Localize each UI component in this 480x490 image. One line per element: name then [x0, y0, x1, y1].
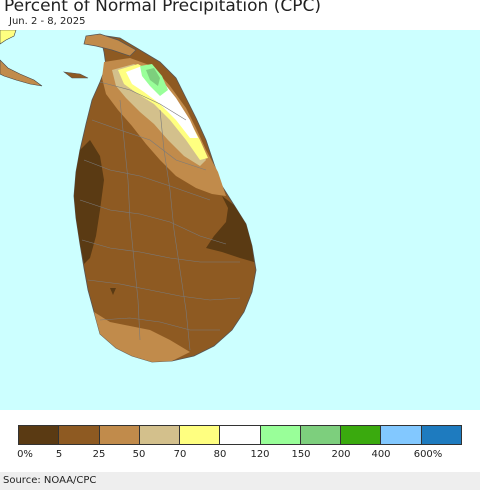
- india-coast: [0, 29, 17, 45]
- legend-swatch-400-600: [381, 426, 422, 444]
- legend-label: 150: [291, 449, 311, 460]
- legend-label: 50: [132, 449, 146, 460]
- band-25-50-south: [94, 312, 190, 362]
- source-credit: Source: NOAA/CPC: [3, 475, 97, 486]
- legend-swatch-200-400: [341, 426, 382, 444]
- legend-label: 25: [92, 449, 106, 460]
- map-area: [0, 29, 480, 410]
- legend-swatch-5-25: [59, 426, 100, 444]
- legend-label: 120: [250, 449, 270, 460]
- legend-label: 0%: [17, 449, 33, 460]
- band-150-200: [146, 68, 160, 86]
- band-0-5-west: [74, 140, 104, 264]
- legend-label: 5: [55, 449, 63, 460]
- legend-swatch-600-plus: [421, 426, 461, 444]
- mannar-island: [62, 71, 89, 79]
- legend-label: 80: [213, 449, 227, 460]
- legend-swatch-70-80: [180, 426, 221, 444]
- footer: Source: NOAA/CPC: [0, 472, 480, 490]
- jaffna-peninsula: [83, 33, 137, 57]
- band-0-5-east: [206, 196, 254, 262]
- map-marker: [110, 288, 116, 295]
- precipitation-map: [0, 29, 257, 363]
- legend-swatch-150-200: [300, 426, 342, 444]
- legend-color-bar: [18, 425, 462, 445]
- district-boundaries: [79, 81, 241, 351]
- legend-swatch-120-150: [260, 426, 301, 444]
- date-range: Jun. 2 - 8, 2025: [9, 16, 86, 27]
- band-80-120: [126, 66, 198, 138]
- legend-label: 200: [331, 449, 351, 460]
- legend-label: 70: [173, 449, 187, 460]
- page-title: Percent of Normal Precipitation (CPC): [4, 0, 321, 16]
- legend-swatch-50-70: [139, 426, 181, 444]
- legend-swatch-80-120: [220, 426, 261, 444]
- legend-labels: 0% 5 25 50 70 80 120 150 200 400 600%: [0, 449, 480, 463]
- legend-swatch-25-50: [99, 426, 140, 444]
- legend-swatch-0-5: [19, 426, 60, 444]
- india-coast-brown: [0, 59, 43, 87]
- legend-label: 400: [371, 449, 391, 460]
- legend-label: 600%: [413, 449, 443, 460]
